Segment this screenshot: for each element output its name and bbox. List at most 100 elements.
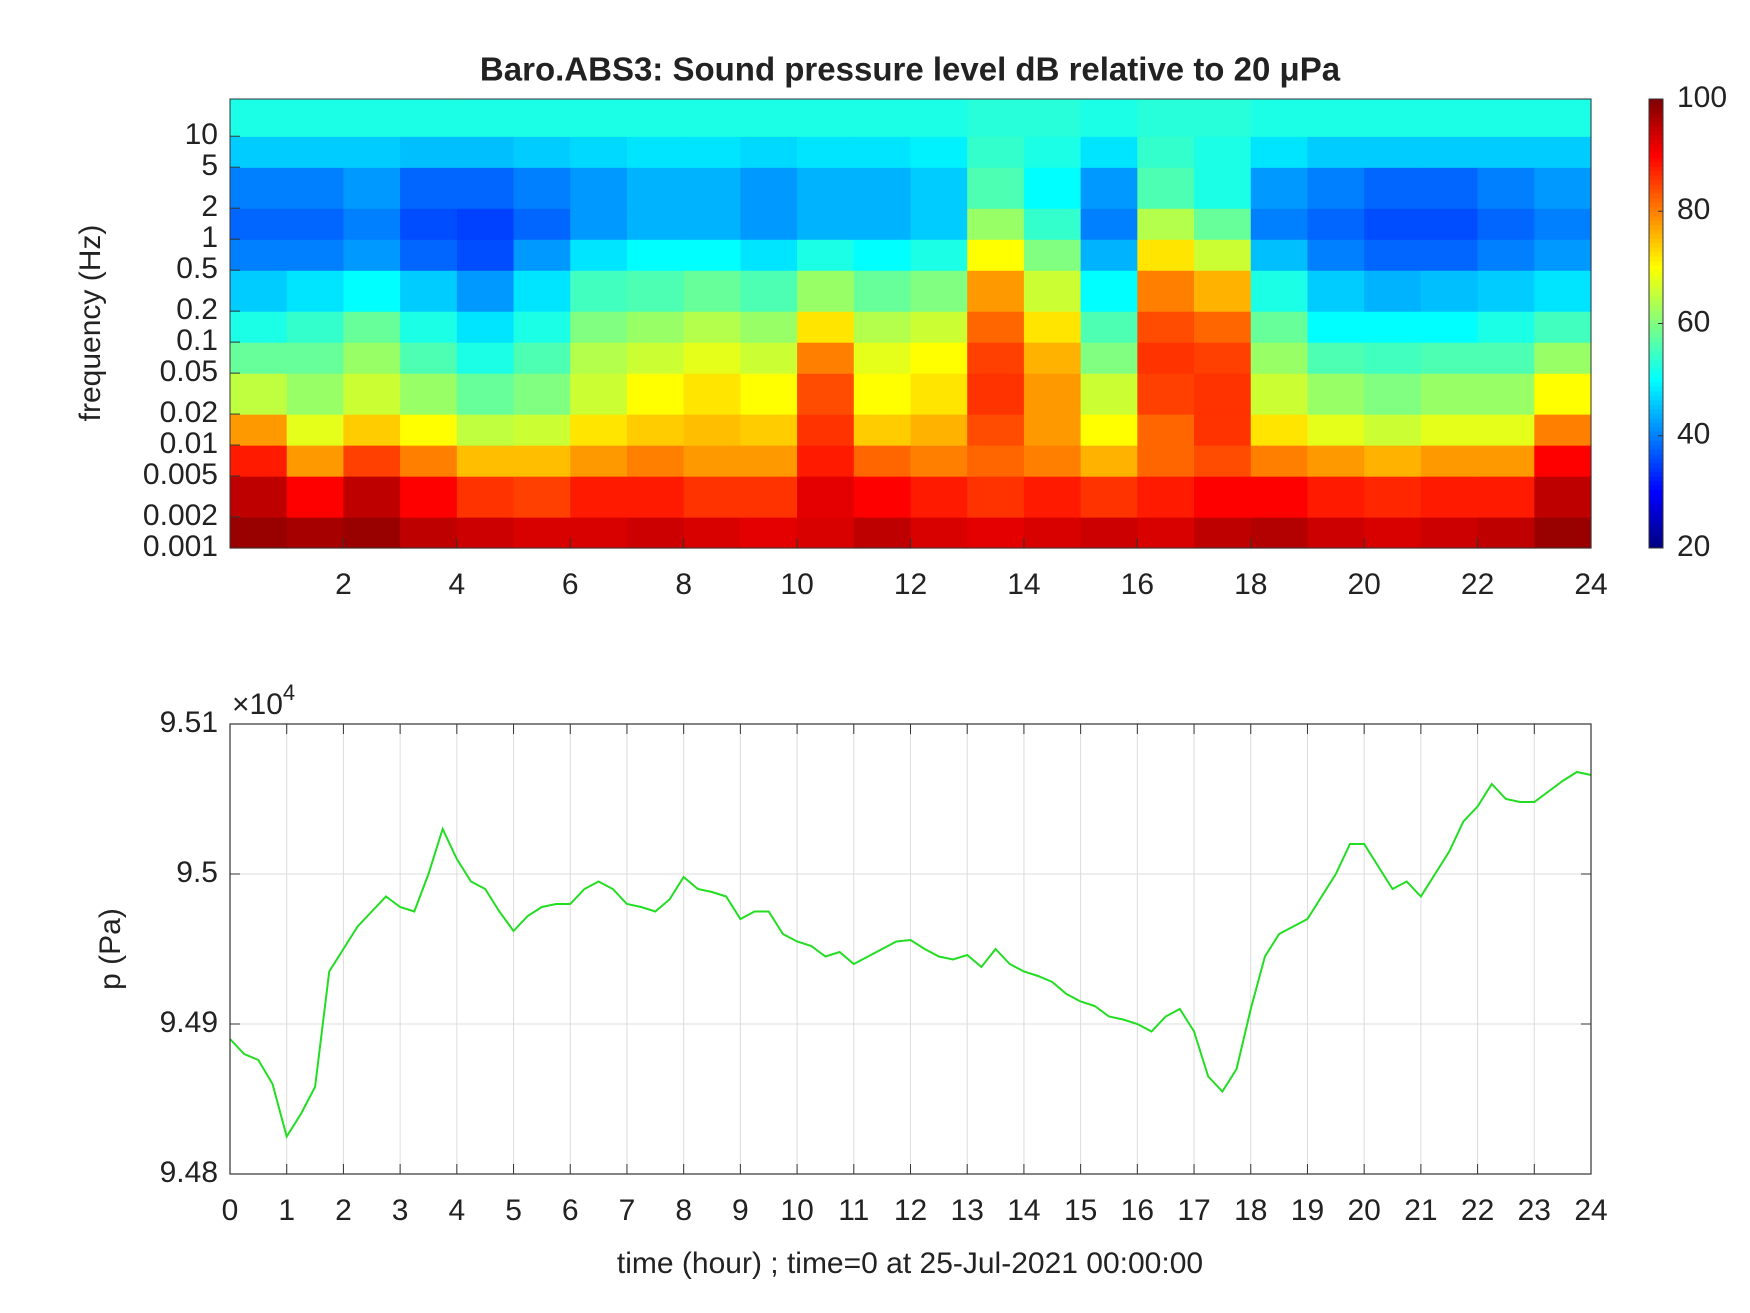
heatmap-cell — [1477, 208, 1535, 240]
colorbar-slice — [1649, 301, 1663, 307]
colorbar-tick-label: 40 — [1677, 418, 1710, 451]
colorbar-slice — [1649, 507, 1663, 513]
heatmap-cell — [286, 414, 345, 446]
heatmap-cell — [1137, 414, 1195, 446]
heatmap-cell — [853, 99, 912, 137]
heatmap-cell — [286, 136, 345, 168]
heatmap-cell — [967, 342, 1025, 374]
heatmap-cell — [286, 342, 345, 374]
heatmap-cell — [853, 517, 912, 549]
heatmap-cell — [1420, 414, 1479, 446]
heatmap-cell — [1534, 342, 1592, 374]
colorbar-slice — [1649, 539, 1663, 545]
heatmap-cell — [1023, 239, 1082, 271]
heatmap-cell — [853, 476, 912, 518]
heatmap-cell — [1137, 517, 1195, 549]
heatmap-cell — [1250, 342, 1309, 374]
colorbar-slice — [1649, 184, 1663, 190]
heatmap-cell — [1534, 414, 1592, 446]
heatmap-cell — [1023, 99, 1082, 137]
heatmap-cell — [230, 311, 288, 343]
colorbar-slice — [1649, 368, 1663, 374]
heatmap-cell — [853, 342, 912, 374]
heatmap-cell — [740, 270, 798, 312]
heatmap-cell — [967, 517, 1025, 549]
heatmap-cell — [1534, 311, 1592, 343]
heatmap-cell — [286, 208, 345, 240]
heatmap-cell — [1420, 445, 1479, 477]
heatmap-cell — [400, 517, 458, 549]
heatmap-cell — [513, 270, 571, 312]
colorbar-slice — [1649, 143, 1663, 149]
heatmap-cell — [286, 99, 345, 137]
colorbar-slice — [1649, 314, 1663, 320]
y-tick-label: 9.5 — [176, 856, 218, 889]
y-multiplier: ×104 — [232, 680, 295, 721]
colorbar-slice — [1649, 408, 1663, 414]
heatmap-cell — [456, 311, 515, 343]
y-tick-label: 1 — [201, 221, 218, 254]
colorbar-slice — [1649, 327, 1663, 333]
colorbar-slice — [1649, 305, 1663, 311]
x-tick-label: 13 — [951, 1194, 984, 1227]
heatmap-cell — [740, 99, 798, 137]
heatmap-cell — [1420, 208, 1479, 240]
heatmap-cell — [910, 270, 968, 312]
x-tick-label: 10 — [780, 568, 813, 601]
x-tick-label: 1 — [278, 1194, 295, 1227]
y-tick-label: 0.5 — [176, 252, 218, 285]
colorbar-slice — [1649, 489, 1663, 495]
heatmap-cell — [967, 270, 1025, 312]
heatmap-cell — [740, 414, 798, 446]
colorbar-slice — [1649, 269, 1663, 275]
heatmap-cell — [570, 239, 628, 271]
x-tick-label: 16 — [1121, 568, 1154, 601]
heatmap-cell — [1477, 445, 1535, 477]
heatmap-cell — [683, 342, 741, 374]
colorbar-slice — [1649, 215, 1663, 221]
heatmap-cell — [910, 208, 968, 240]
heatmap-cell — [1534, 270, 1592, 312]
heatmap-cell — [343, 208, 401, 240]
heatmap-cell — [400, 239, 458, 271]
heatmap-cell — [286, 270, 345, 312]
heatmap-cell — [1364, 270, 1422, 312]
heatmap-cell — [1364, 373, 1422, 415]
heatmap-cell — [1080, 208, 1138, 240]
colorbar-slice — [1649, 161, 1663, 167]
heatmap-cell — [1307, 414, 1365, 446]
heatmap-cell — [1080, 476, 1138, 518]
colorbar-slice — [1649, 453, 1663, 459]
heatmap-cell — [1364, 167, 1422, 209]
heatmap-cell — [1137, 270, 1195, 312]
colorbar-slice — [1649, 386, 1663, 392]
x-tick-label: 22 — [1461, 568, 1494, 601]
heatmap-cell — [626, 476, 685, 518]
colorbar-slice — [1649, 319, 1663, 324]
heatmap-cell — [343, 99, 401, 137]
colorbar-slice — [1649, 242, 1663, 248]
heatmap-cell — [343, 136, 401, 168]
heatmap-cell — [1080, 270, 1138, 312]
heatmap-cell — [797, 414, 855, 446]
heatmap-cell — [456, 167, 515, 209]
heatmap-cell — [400, 373, 458, 415]
colorbar-slice — [1649, 260, 1663, 266]
heatmap-cell — [1194, 342, 1252, 374]
colorbar-slice — [1649, 157, 1663, 163]
colorbar-slice — [1649, 283, 1663, 289]
heatmap-cell — [1364, 99, 1422, 137]
colorbar-slice — [1649, 107, 1663, 113]
y-tick-label: 0.1 — [176, 324, 218, 357]
colorbar-slice — [1649, 179, 1663, 185]
heatmap-cell — [1080, 342, 1138, 374]
heatmap-cell — [1534, 373, 1592, 415]
colorbar-slice — [1649, 265, 1663, 271]
heatmap-cell — [1080, 167, 1138, 209]
plot-frame — [229, 723, 1592, 1175]
heatmap-cell — [910, 445, 968, 477]
colorbar-slice — [1649, 534, 1663, 540]
heatmap-cell — [740, 445, 798, 477]
heatmap-cell — [1307, 311, 1365, 343]
heatmap-cell — [513, 208, 571, 240]
